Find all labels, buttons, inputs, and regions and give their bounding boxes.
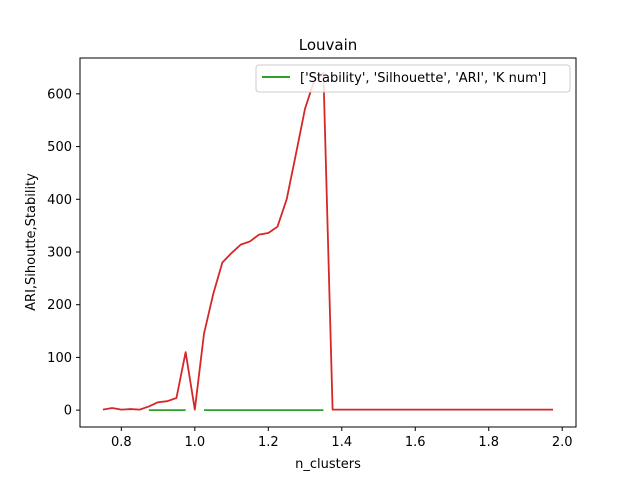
plot-lines xyxy=(102,71,554,412)
y-axis-label: ARI,Sihoutte,Stability xyxy=(24,173,39,311)
x-tick-label: 1.4 xyxy=(331,435,352,450)
plot-area-frame xyxy=(79,57,577,428)
y-tick-label: 400 xyxy=(47,193,72,208)
legend-box xyxy=(255,64,571,93)
x-tick-label: 1.6 xyxy=(405,435,426,450)
y-tick-label: 500 xyxy=(47,140,72,155)
x-tick-label: 2.0 xyxy=(552,435,573,450)
x-tick-label: 0.8 xyxy=(111,435,132,450)
chart-title: Louvain xyxy=(299,36,358,54)
y-tick-label: 600 xyxy=(47,87,72,102)
y-tick-label: 200 xyxy=(47,298,72,313)
legend: ['Stability', 'Silhouette', 'ARI', 'K nu… xyxy=(255,64,571,93)
x-axis-ticks: 0.8 1.0 1.2 1.4 1.6 1.8 2.0 xyxy=(111,427,573,450)
series-1-line-segment-0 xyxy=(102,71,554,411)
x-axis-label: n_clusters xyxy=(295,457,361,472)
y-tick-label: 100 xyxy=(47,351,72,366)
x-tick-label: 1.2 xyxy=(258,435,279,450)
x-tick-label: 1.0 xyxy=(184,435,205,450)
y-axis-ticks: 0 100 200 300 400 500 600 xyxy=(47,87,80,419)
y-tick-label: 0 xyxy=(64,404,72,419)
legend-label: ['Stability', 'Silhouette', 'ARI', 'K nu… xyxy=(300,71,546,86)
x-tick-label: 1.8 xyxy=(478,435,499,450)
y-tick-label: 300 xyxy=(47,245,72,260)
